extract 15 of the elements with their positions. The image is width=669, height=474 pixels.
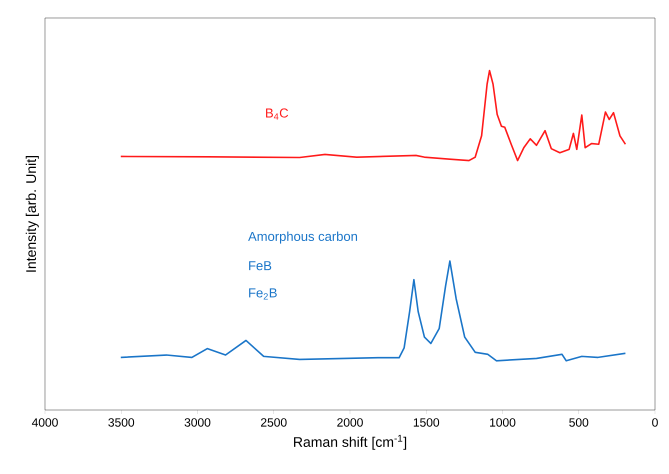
x-tick-label: 3000 <box>184 418 210 427</box>
x-tick-label: 1500 <box>414 418 440 427</box>
annotation: FeB <box>249 261 272 270</box>
text: B$_{4}$C <box>266 108 288 120</box>
annotation: Fe$_{2}$B <box>249 288 277 300</box>
text: Amorphous carbon <box>248 231 358 244</box>
x-tick-label: 1000 <box>490 418 516 427</box>
x-tick-label: 500 <box>569 418 588 427</box>
x-tick-label: 0 <box>652 418 658 427</box>
x-tick-label: 3500 <box>108 418 134 427</box>
x-axis-title: Raman shift [cm$^{-1}$] <box>294 434 406 450</box>
x-tick-label: 2000 <box>337 418 363 427</box>
x-tick-label: 4000 <box>32 418 58 427</box>
y-axis-title: Intensity [arb. Unit] <box>26 156 39 272</box>
x-tick-label: 2500 <box>261 418 287 427</box>
